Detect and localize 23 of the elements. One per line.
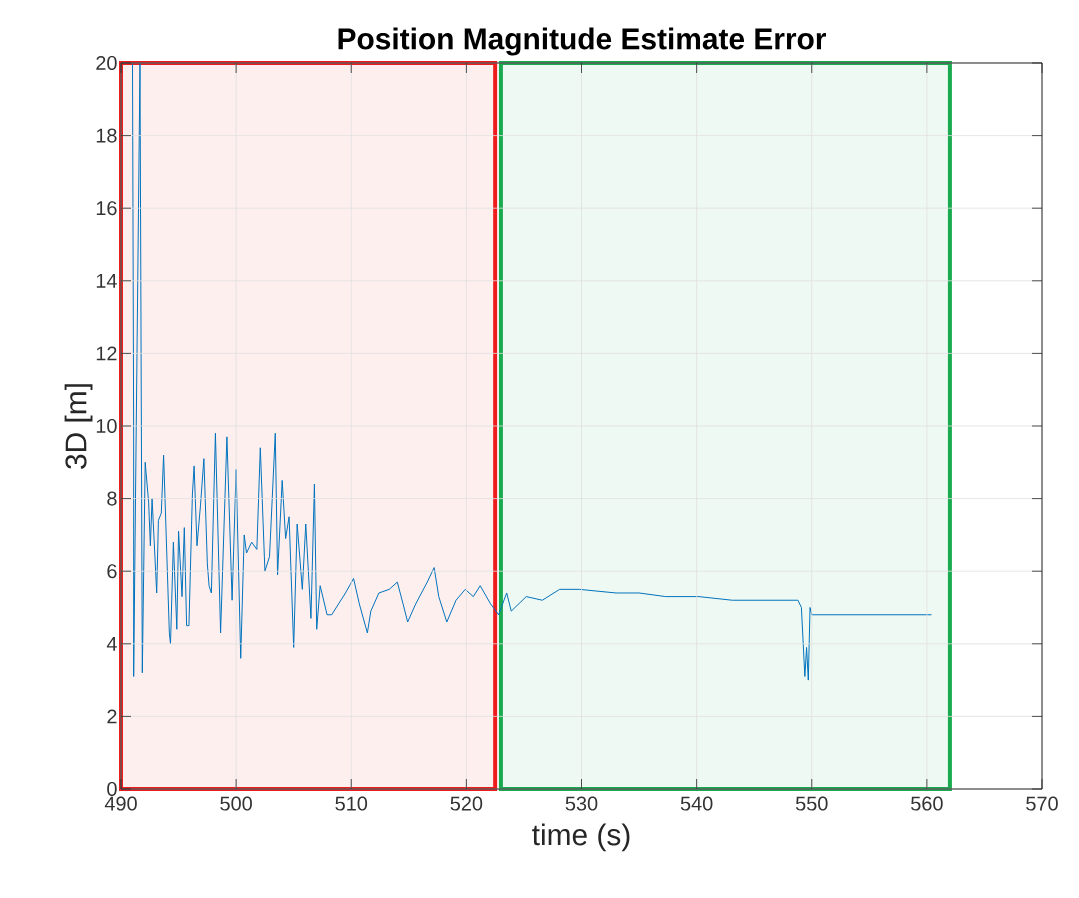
x-tick-label: 510 (335, 796, 368, 811)
x-tick-label: 500 (220, 796, 252, 811)
y-tick-label: 20 (96, 55, 117, 71)
y-tick-label: 0 (107, 781, 117, 797)
y-tick-label: 4 (106, 636, 117, 651)
chart-title: Position Magnitude Estimate Error (338, 27, 827, 56)
y-tick-label: 16 (96, 201, 117, 216)
x-tick-label: 490 (104, 796, 137, 811)
x-tick-label: 560 (911, 796, 943, 811)
y-tick-label: 2 (107, 709, 117, 724)
y-tick-label: 18 (96, 128, 117, 143)
y-tick-label: 6 (107, 564, 117, 579)
x-tick-label: 520 (450, 796, 483, 811)
x-axis-title: time (s) (532, 823, 630, 852)
x-tick-label: 530 (565, 796, 598, 811)
y-axis-title: 3D [m] (64, 384, 93, 469)
y-tick-label: 14 (96, 273, 117, 288)
x-tick-label: 570 (1026, 796, 1058, 811)
x-tick-label: 540 (680, 796, 713, 811)
y-tick-label: 10 (96, 418, 117, 434)
x-tick-label: 550 (795, 796, 828, 811)
y-tick-label: 8 (107, 491, 117, 506)
y-tick-label: 12 (96, 346, 117, 361)
